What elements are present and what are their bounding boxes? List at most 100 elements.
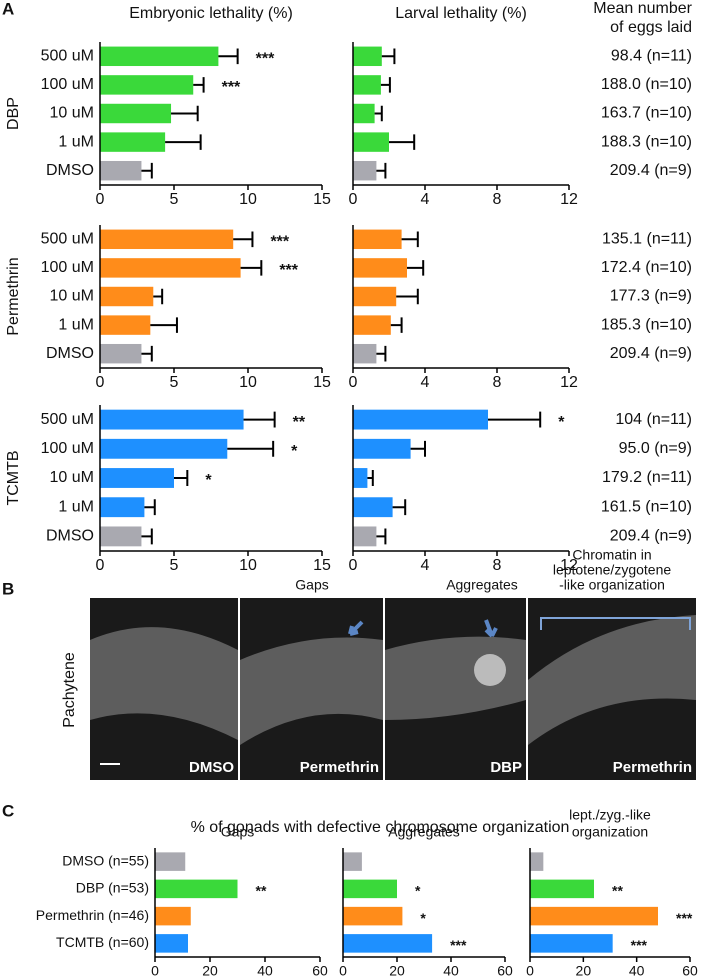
category-label: 1 uM [58, 498, 94, 515]
category-label: 100 uM [41, 440, 94, 457]
bar [343, 934, 433, 953]
x-tick-label: 10 [239, 374, 257, 391]
significance: * [558, 414, 565, 431]
eggs-laid: 209.4 (n=9) [610, 162, 692, 179]
error-bar [165, 134, 202, 150]
error-bar [376, 345, 387, 362]
category-label: 1 uM [58, 316, 94, 333]
error-bar [141, 528, 153, 545]
category-label: Permethrin (n=46) [36, 907, 149, 923]
image-label: DBP [490, 759, 522, 776]
column-title: of eggs laid [610, 19, 692, 36]
bar [155, 879, 238, 899]
x-tick-label: 0 [526, 963, 534, 976]
x-tick-label: 15 [313, 191, 331, 208]
error-bar [171, 105, 199, 122]
category-label: DBP (n=53) [76, 880, 149, 896]
category-label: 500 uM [41, 411, 94, 428]
bar [353, 229, 402, 250]
bar [530, 934, 613, 953]
eggs-laid: 179.2 (n=11) [602, 469, 692, 486]
x-tick-label: 0 [96, 374, 105, 391]
category-label: 100 uM [41, 76, 94, 93]
eggs-laid: 95.0 (n=9) [619, 440, 692, 457]
category-label: DMSO [46, 528, 94, 545]
eggs-laid: 188.0 (n=10) [601, 76, 692, 93]
x-tick-label: 4 [421, 557, 430, 574]
significance: *** [270, 234, 289, 251]
x-tick-label: 20 [389, 963, 405, 976]
eggs-laid: 172.4 (n=10) [601, 259, 692, 276]
error-bar [141, 162, 153, 179]
x-tick-label: 4 [421, 374, 430, 391]
significance: ** [293, 414, 306, 431]
x-tick-label: 0 [349, 191, 358, 208]
x-tick-label: 40 [257, 963, 273, 976]
error-bar [141, 345, 153, 362]
error-bar [376, 162, 387, 179]
category-label: 1 uM [58, 133, 94, 150]
significance: * [415, 883, 421, 899]
x-tick-label: 0 [339, 963, 347, 976]
category-label: DMSO (n=55) [62, 852, 149, 868]
image-header: Chromatin in [572, 547, 651, 563]
x-tick-label: 5 [170, 557, 179, 574]
bar [530, 906, 658, 926]
x-tick-label: 8 [493, 374, 502, 391]
chart-title: Embryonic lethality (%) [129, 5, 293, 22]
bar [100, 409, 244, 430]
error-bar [218, 48, 239, 65]
error-bar [174, 470, 189, 486]
eggs-laid: 177.3 (n=9) [610, 288, 692, 305]
x-tick-label: 60 [682, 963, 698, 976]
bar [100, 286, 154, 307]
image-header: Aggregates [446, 577, 518, 593]
bar [353, 132, 389, 152]
category-label: 10 uM [50, 469, 94, 486]
eggs-laid: 163.7 (n=10) [601, 105, 692, 122]
bar [100, 229, 234, 250]
eggs-laid: 104 (n=11) [615, 411, 692, 428]
bar [100, 75, 194, 95]
column-title: Mean number [593, 0, 692, 17]
bar [530, 852, 544, 871]
x-tick-label: 0 [96, 191, 105, 208]
eggs-laid: 188.3 (n=10) [601, 133, 692, 150]
bar [100, 526, 142, 547]
x-tick-label: 10 [239, 557, 257, 574]
category-label: 10 uM [50, 105, 94, 122]
bar [353, 103, 375, 124]
panel-letter: B [2, 579, 14, 598]
significance: * [291, 443, 298, 460]
significance: *** [279, 262, 298, 279]
x-tick-label: 60 [497, 963, 513, 976]
chart-title: Gaps [221, 824, 254, 840]
error-bar [243, 411, 276, 428]
bar [353, 315, 391, 335]
category-label: 500 uM [41, 48, 94, 65]
x-tick-label: 5 [170, 374, 179, 391]
x-tick-label: 5 [170, 191, 179, 208]
error-bar [153, 288, 164, 305]
eggs-laid: 161.5 (n=10) [601, 498, 692, 515]
significance: *** [450, 937, 467, 953]
error-bar [488, 411, 542, 428]
x-tick-label: 12 [560, 374, 578, 391]
significance: *** [222, 79, 241, 96]
group-label: TCMTB [5, 450, 22, 505]
bar [100, 438, 228, 459]
significance: * [420, 910, 426, 926]
image-header: leptotene/zygotene [553, 562, 672, 578]
bar [100, 132, 166, 152]
bar [530, 879, 594, 899]
significance: ** [256, 883, 267, 899]
image-label: DMSO [189, 759, 234, 776]
eggs-laid: 135.1 (n=11) [602, 231, 692, 248]
error-bar [240, 260, 263, 276]
category-label: 100 uM [41, 259, 94, 276]
group-label: DBP [5, 97, 22, 130]
bar [353, 497, 393, 518]
bar [353, 409, 488, 430]
bar [100, 258, 241, 278]
significance: * [205, 472, 212, 489]
